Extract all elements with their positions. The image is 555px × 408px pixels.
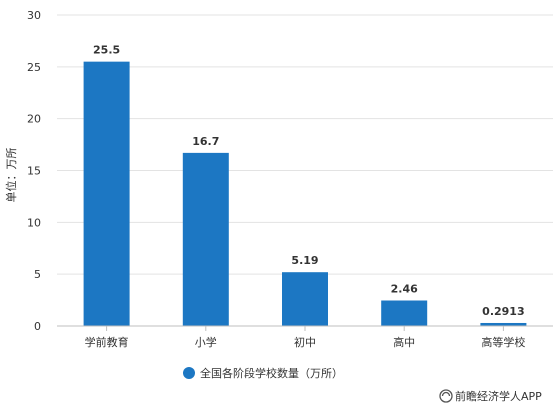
bar (381, 300, 428, 326)
y-tick-label: 10 (27, 216, 41, 229)
bar (182, 152, 229, 326)
y-tick-label: 0 (34, 320, 41, 333)
x-axis-categories: 学前教育 小学 初中 高中 高等学校 (85, 326, 525, 349)
bar (83, 61, 130, 327)
source-credit: 前瞻经济学人APP (439, 389, 542, 403)
bars (83, 61, 527, 327)
data-label: 2.46 (391, 282, 418, 295)
bar (282, 272, 328, 326)
bar (480, 322, 527, 326)
data-label: 25.5 (93, 44, 120, 57)
x-category-label: 初中 (294, 335, 316, 349)
y-tick-label: 20 (27, 113, 41, 126)
source-label: 前瞻经济学人APP (455, 389, 542, 403)
y-axis-ticks: 0 5 10 15 20 25 30 (27, 9, 41, 333)
y-tick-label: 15 (27, 165, 41, 178)
legend-swatch (183, 367, 195, 379)
y-axis-title: 单位：万所 (4, 148, 18, 203)
y-tick-label: 5 (34, 268, 41, 281)
qianzhan-logo-icon (439, 389, 453, 403)
x-category-label: 高中 (393, 335, 415, 349)
data-label: 16.7 (192, 135, 219, 148)
x-category-label: 小学 (195, 335, 217, 349)
x-category-label: 学前教育 (85, 335, 129, 349)
y-tick-label: 25 (27, 61, 41, 74)
y-tick-label: 30 (27, 9, 41, 22)
data-labels: 25.5 16.7 5.19 2.46 0.2913 (93, 44, 525, 318)
grid-lines (57, 14, 553, 275)
legend-label: 全国各阶段学校数量（万所） (200, 366, 343, 380)
data-label: 5.19 (291, 254, 318, 267)
legend: 全国各阶段学校数量（万所） (183, 366, 343, 380)
data-label: 0.2913 (482, 305, 524, 318)
x-category-label: 高等学校 (481, 335, 525, 349)
